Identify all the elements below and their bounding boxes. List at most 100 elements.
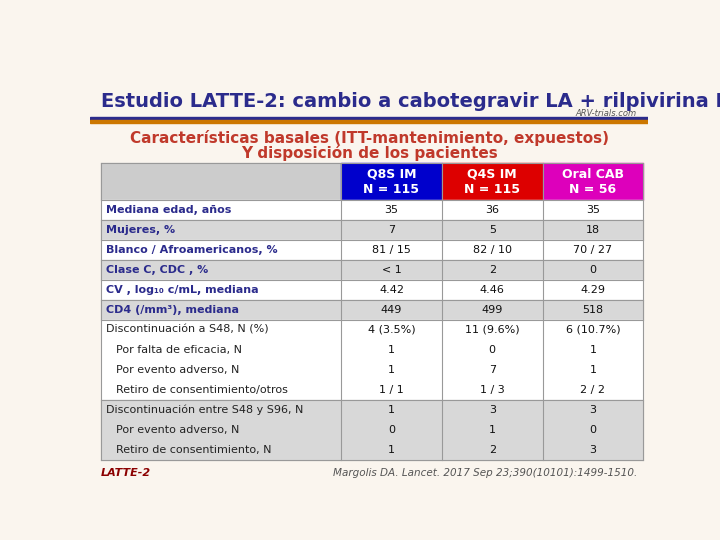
- Text: Q4S IM: Q4S IM: [467, 168, 517, 181]
- Text: 3: 3: [590, 445, 596, 455]
- Text: 0: 0: [590, 265, 596, 275]
- Bar: [101, 240, 341, 260]
- Text: Clase C, CDC , %: Clase C, CDC , %: [106, 265, 208, 275]
- Text: 7: 7: [388, 225, 395, 234]
- Text: 1: 1: [388, 445, 395, 455]
- Bar: [90, 120, 648, 123]
- Text: 1: 1: [388, 405, 395, 415]
- Text: ARV-trials.com: ARV-trials.com: [575, 109, 636, 118]
- Text: 1: 1: [590, 345, 596, 355]
- Text: 1: 1: [590, 364, 596, 375]
- Text: Mediana edad, años: Mediana edad, años: [106, 205, 231, 214]
- Text: 4.29: 4.29: [580, 285, 606, 295]
- Text: 1: 1: [388, 364, 395, 375]
- Text: 3: 3: [590, 405, 596, 415]
- Text: Oral CAB: Oral CAB: [562, 168, 624, 181]
- Bar: [101, 163, 341, 200]
- Text: Blanco / Afroamericanos, %: Blanco / Afroamericanos, %: [106, 245, 277, 254]
- Bar: [543, 260, 644, 280]
- Text: 0: 0: [388, 425, 395, 435]
- Bar: [442, 200, 543, 220]
- Bar: [442, 300, 543, 320]
- Text: 449: 449: [381, 305, 402, 315]
- Bar: [341, 320, 442, 400]
- Bar: [341, 163, 442, 200]
- Text: Y disposición de los pacientes: Y disposición de los pacientes: [240, 145, 498, 160]
- Bar: [543, 200, 644, 220]
- Bar: [101, 220, 341, 240]
- Bar: [442, 280, 543, 300]
- Text: 35: 35: [384, 205, 398, 214]
- Bar: [442, 400, 543, 460]
- Text: 7: 7: [489, 364, 496, 375]
- Text: N = 115: N = 115: [364, 183, 420, 195]
- Text: 499: 499: [482, 305, 503, 315]
- Text: 4.46: 4.46: [480, 285, 505, 295]
- Text: Margolis DA. Lancet. 2017 Sep 23;390(10101):1499-1510.: Margolis DA. Lancet. 2017 Sep 23;390(101…: [333, 468, 637, 478]
- Text: Por evento adverso, N: Por evento adverso, N: [117, 425, 240, 435]
- Bar: [543, 220, 644, 240]
- Text: CV , log₁₀ c/mL, mediana: CV , log₁₀ c/mL, mediana: [106, 285, 258, 295]
- Text: Por falta de eficacia, N: Por falta de eficacia, N: [117, 345, 243, 355]
- Text: 6 (10.7%): 6 (10.7%): [566, 325, 621, 335]
- Text: 1: 1: [489, 425, 496, 435]
- Text: 4.42: 4.42: [379, 285, 404, 295]
- Text: 11 (9.6%): 11 (9.6%): [465, 325, 520, 335]
- Text: Retiro de consentimiento, N: Retiro de consentimiento, N: [117, 445, 272, 455]
- Text: 0: 0: [489, 345, 496, 355]
- Bar: [442, 240, 543, 260]
- Text: 82 / 10: 82 / 10: [473, 245, 512, 254]
- Text: LATTE-2: LATTE-2: [101, 468, 151, 478]
- Bar: [442, 220, 543, 240]
- Text: 1 / 3: 1 / 3: [480, 384, 505, 395]
- Text: 0: 0: [590, 425, 596, 435]
- Bar: [543, 300, 644, 320]
- Text: 1 / 1: 1 / 1: [379, 384, 404, 395]
- Bar: [90, 117, 648, 120]
- Text: 2: 2: [489, 265, 496, 275]
- Text: Q8S IM: Q8S IM: [366, 168, 416, 181]
- Text: Retiro de consentimiento/otros: Retiro de consentimiento/otros: [117, 384, 288, 395]
- Bar: [101, 320, 341, 400]
- Text: 2: 2: [489, 445, 496, 455]
- Text: 70 / 27: 70 / 27: [573, 245, 613, 254]
- Text: 4 (3.5%): 4 (3.5%): [368, 325, 415, 335]
- Bar: [341, 300, 442, 320]
- Text: 1: 1: [388, 345, 395, 355]
- Text: 518: 518: [582, 305, 603, 315]
- Bar: [341, 200, 442, 220]
- Text: Discontinuación a S48, N (%): Discontinuación a S48, N (%): [106, 325, 268, 335]
- Text: 81 / 15: 81 / 15: [372, 245, 411, 254]
- Text: 18: 18: [586, 225, 600, 234]
- Bar: [341, 280, 442, 300]
- Bar: [442, 260, 543, 280]
- Bar: [543, 400, 644, 460]
- Text: < 1: < 1: [382, 265, 401, 275]
- Bar: [101, 400, 341, 460]
- Bar: [101, 260, 341, 280]
- Bar: [543, 320, 644, 400]
- Bar: [101, 280, 341, 300]
- Text: Estudio LATTE-2: cambio a cabotegravir LA + rilpivirina LA IM: Estudio LATTE-2: cambio a cabotegravir L…: [101, 92, 720, 111]
- Bar: [543, 280, 644, 300]
- Text: N = 115: N = 115: [464, 183, 521, 195]
- Text: 2 / 2: 2 / 2: [580, 384, 606, 395]
- Bar: [101, 200, 341, 220]
- Text: Mujeres, %: Mujeres, %: [106, 225, 175, 234]
- Bar: [341, 400, 442, 460]
- Text: 3: 3: [489, 405, 496, 415]
- Text: Características basales (ITT-mantenimiento, expuestos): Características basales (ITT-mantenimien…: [130, 130, 608, 146]
- Bar: [442, 163, 543, 200]
- Text: N = 56: N = 56: [570, 183, 616, 195]
- Text: Discontinuación entre S48 y S96, N: Discontinuación entre S48 y S96, N: [106, 404, 303, 415]
- Bar: [341, 220, 442, 240]
- Text: 5: 5: [489, 225, 496, 234]
- Bar: [341, 240, 442, 260]
- Bar: [341, 260, 442, 280]
- Bar: [543, 240, 644, 260]
- Bar: [442, 320, 543, 400]
- Text: CD4 (/mm³), mediana: CD4 (/mm³), mediana: [106, 305, 238, 315]
- Text: 35: 35: [586, 205, 600, 214]
- Text: Por evento adverso, N: Por evento adverso, N: [117, 364, 240, 375]
- Text: 36: 36: [485, 205, 499, 214]
